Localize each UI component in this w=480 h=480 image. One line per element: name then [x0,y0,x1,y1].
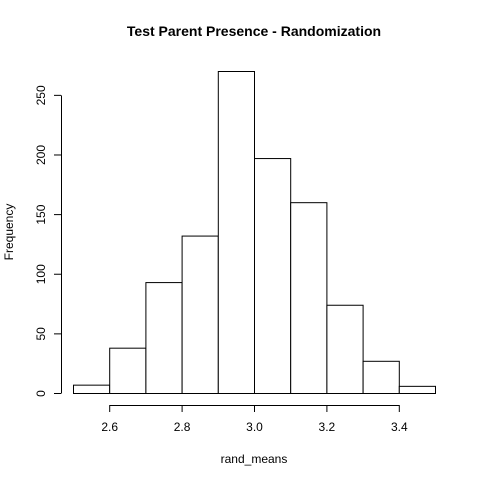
histogram-bar [326,304,364,394]
histogram-bar [254,158,292,394]
histogram-bar [73,384,111,395]
x-axis-label: rand_means [221,452,288,466]
y-axis: 0 50 100 150 200 250 [34,85,62,397]
y-tick-label: 150 [34,204,48,224]
histogram-bar [362,360,400,394]
x-tick-label: 2.6 [101,420,118,434]
bars-group [73,71,436,395]
histogram-bar [217,71,256,394]
histogram-bar [398,385,436,395]
x-axis: 2.6 2.8 3.0 3.2 3.4 [101,405,408,434]
x-tick-label: 3.4 [391,420,408,434]
y-tick-label: 200 [34,145,48,165]
histogram-bar [145,282,183,395]
x-tick-label: 3.0 [246,420,263,434]
histogram-bar [290,202,328,394]
x-tick-label: 3.2 [319,420,336,434]
y-tick-label: 50 [34,327,48,341]
histogram-bar [181,235,219,394]
y-tick-label: 0 [34,390,48,397]
y-tick-label: 250 [34,85,48,105]
y-tick-label: 100 [34,264,48,284]
histogram-bar [109,347,147,395]
y-axis-label: Frequency [2,204,16,261]
chart-title: Test Parent Presence - Randomization [127,23,381,39]
x-tick-label: 2.8 [174,420,191,434]
